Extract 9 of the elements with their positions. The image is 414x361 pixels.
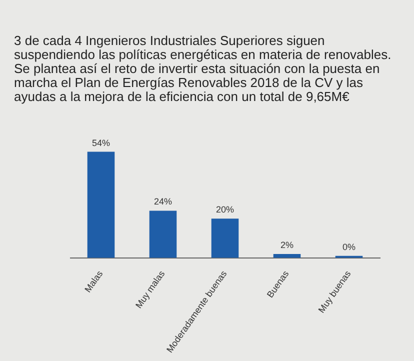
data-label: 2% — [280, 240, 294, 250]
bar — [149, 210, 177, 258]
data-label: 24% — [154, 196, 172, 207]
data-label: 54% — [92, 138, 110, 148]
data-label: 20% — [216, 204, 234, 215]
data-label: 0% — [342, 242, 356, 252]
bar — [87, 152, 115, 258]
chart-title: 3 de cada 4 Ingenieros Industriales Superiores siguen suspendiendo las políticas energéticas en materia de renovables. Se plantea así el reto de invertir esta situación con la puesta en marcha el Plan de Energías Renovables 2018 de la CV y las ayudas a la mejora de la eficiencia con un total de 9,65M€ — [14, 33, 392, 104]
bar — [211, 218, 239, 258]
